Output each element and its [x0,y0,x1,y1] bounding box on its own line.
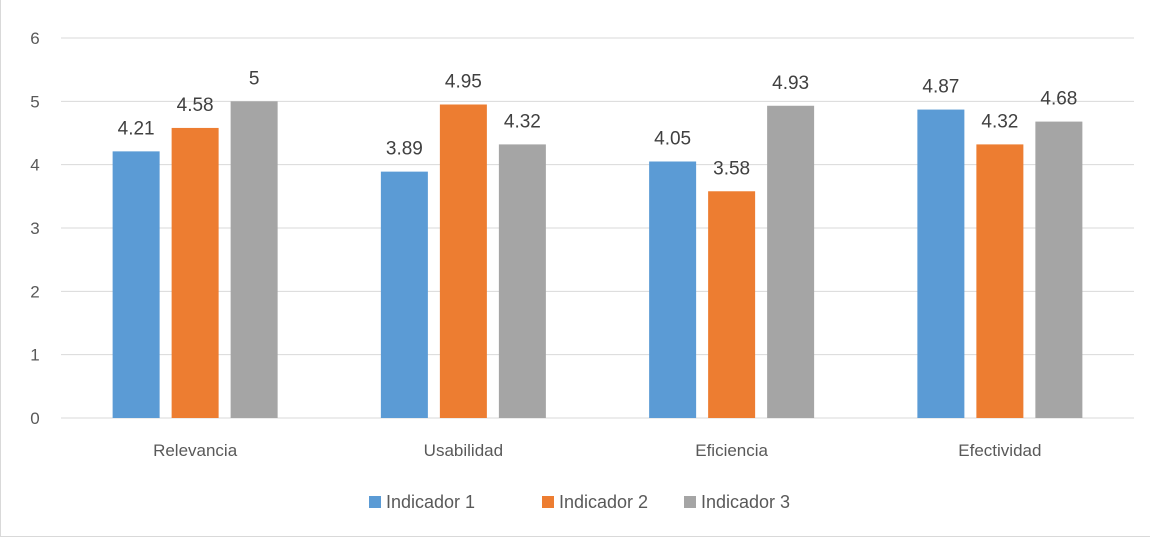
bar [708,191,756,418]
bar [112,151,160,418]
data-label: 4.21 [118,118,155,139]
legend-swatch [542,496,554,508]
y-tick-label: 3 [30,219,39,238]
y-axis-ticks: 0 1 2 3 4 5 6 [30,29,39,428]
data-label: 4.68 [1040,89,1077,110]
legend-swatch [684,496,696,508]
x-axis-categories: Relevancia Usabilidad Eficiencia Efectivida… [153,441,1041,460]
data-label: 4.32 [981,111,1018,132]
legend-label: Indicador 3 [701,492,790,512]
bar [1035,121,1083,418]
gridlines [61,37,1134,419]
bar [380,171,428,418]
x-category-label: Eficiencia [695,441,768,460]
data-label: 4.93 [772,73,809,94]
legend-label: Indicador 2 [559,492,648,512]
bar [767,105,815,419]
y-tick-label: 5 [30,92,39,111]
bar [976,144,1024,418]
data-label: 3.89 [386,139,423,160]
data-label: 4.95 [445,72,482,93]
bar [230,101,278,418]
data-label: 4.05 [654,129,691,150]
y-tick-label: 4 [30,156,39,175]
y-tick-label: 0 [30,409,39,428]
legend-label: Indicador 1 [386,492,475,512]
x-category-label: Usabilidad [424,441,503,460]
x-category-label: Relevancia [153,441,238,460]
bar [439,104,487,418]
bar [171,127,219,418]
bar [649,161,697,418]
data-label: 4.58 [177,95,214,116]
bar [917,109,965,419]
y-tick-label: 1 [30,346,39,365]
legend-swatch [369,496,381,508]
y-tick-label: 2 [30,282,39,301]
bars [112,101,1083,419]
y-tick-label: 6 [30,29,39,48]
data-label: 3.58 [713,158,750,179]
data-label: 5 [249,68,260,89]
data-label: 4.87 [922,77,959,98]
data-labels: 4.21 4.58 5 3.89 4.95 4.32 4.05 3.58 4.93 4.87 4.3… [118,68,1078,179]
data-label: 4.32 [504,111,541,132]
x-category-label: Efectividad [958,441,1041,460]
legend: Indicador 1 Indicador 2 Indicador 3 [369,492,790,512]
bar [498,144,546,418]
